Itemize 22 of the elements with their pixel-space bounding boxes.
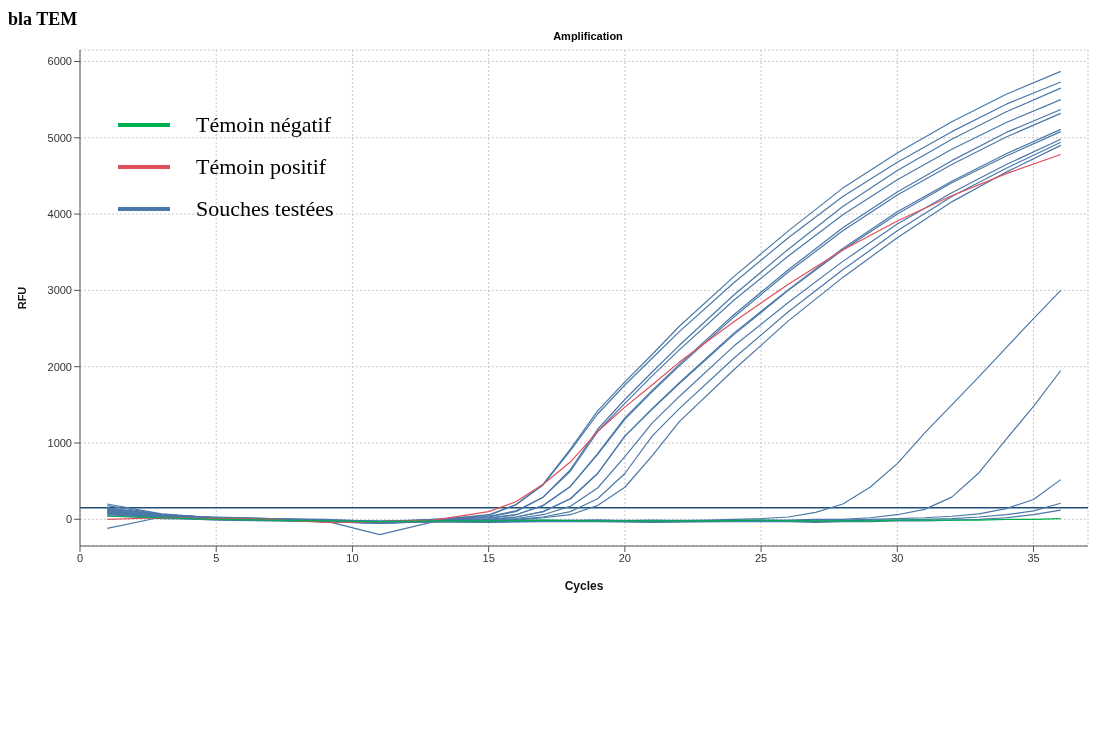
x-tick-label: 25 <box>754 551 768 564</box>
x-tick-label: 15 <box>482 551 495 564</box>
x-tick-label: 35 <box>1027 551 1040 564</box>
y-tick-label: 6000 <box>47 55 72 68</box>
x-tick-label: 20 <box>618 551 631 564</box>
y-tick-label: 4000 <box>47 207 72 220</box>
y-tick-label: 3000 <box>47 284 72 297</box>
y-axis-title: RFU <box>15 286 28 310</box>
legend-label: Témoin négatif <box>196 112 332 138</box>
x-tick-label: 10 <box>346 551 359 564</box>
x-tick-label: 30 <box>891 551 904 564</box>
chart-title: Amplification <box>552 30 624 42</box>
y-tick-label: 1000 <box>47 436 72 449</box>
y-tick-label: 5000 <box>47 131 72 144</box>
x-tick-label: 0 <box>76 551 84 564</box>
legend-label: Souches testées <box>196 196 334 222</box>
x-axis-title: Cycles <box>564 579 604 593</box>
text: bla TEM <box>8 8 78 30</box>
y-tick-label: 2000 <box>47 360 72 373</box>
x-tick-label: 5 <box>213 551 220 564</box>
y-tick-label: 0 <box>65 513 72 526</box>
legend-label: Témoin positif <box>196 154 327 180</box>
